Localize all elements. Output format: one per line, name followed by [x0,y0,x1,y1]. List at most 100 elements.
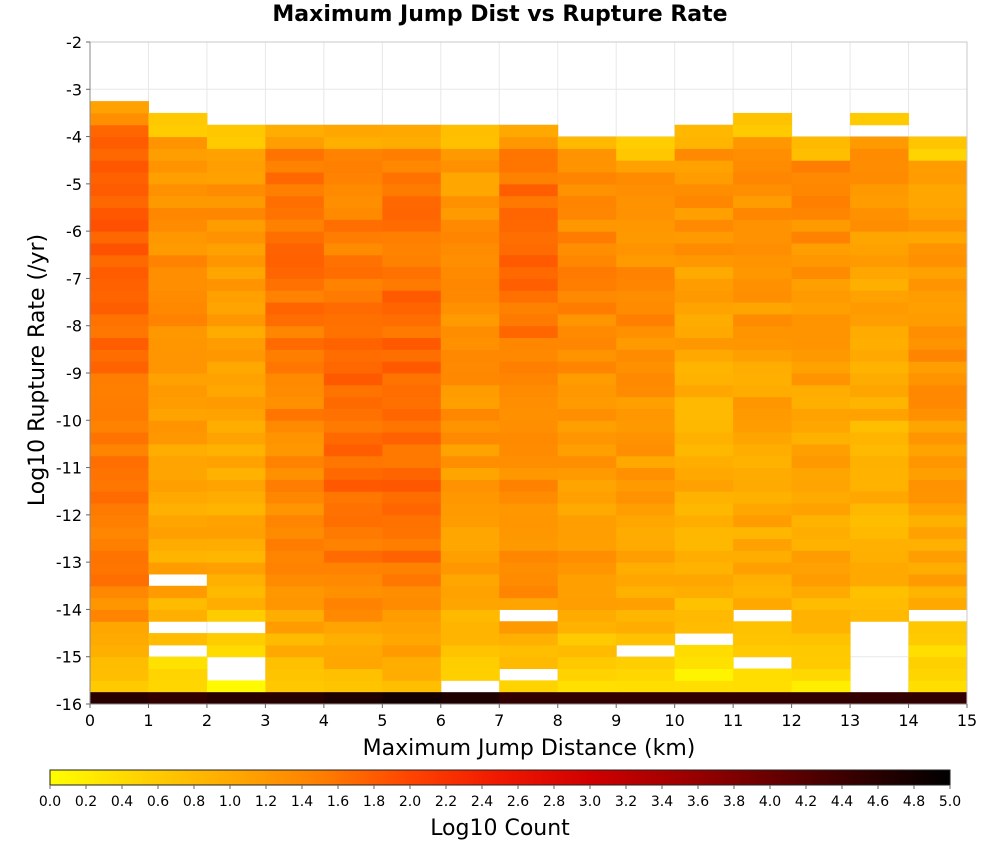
heatmap-cell [733,172,793,185]
heatmap-cell [265,242,325,256]
heatmap-cell [791,479,851,492]
heatmap-cell [440,183,500,197]
heatmap-cell [323,432,383,445]
heatmap-cell [90,112,149,126]
heatmap-cell [616,550,676,563]
heatmap-cell [791,550,851,563]
heatmap-cell [791,597,851,610]
heatmap-cell [908,538,968,551]
heatmap-cell [850,597,910,610]
colorbar-tick-label: 3.2 [615,794,637,810]
heatmap-cell [557,573,617,587]
heatmap-cell [148,633,208,646]
heatmap-cell [616,183,676,197]
heatmap-cell [148,325,208,339]
heatmap-cell [382,455,442,469]
x-axis-label: Maximum Jump Distance (km) [363,736,696,761]
heatmap-cell [557,680,617,693]
heatmap-cell [382,337,442,350]
heatmap-cell [265,183,325,197]
heatmap-cell [733,538,793,551]
heatmap-cell [382,491,442,504]
heatmap-cell [90,503,149,516]
heatmap-cell [323,644,383,658]
heatmap-cell [850,514,910,528]
heatmap-cell [323,562,383,575]
heatmap-cell [791,633,851,646]
heatmap-cell [616,503,676,516]
heatmap-cell [850,242,910,256]
heatmap-cell [616,242,676,256]
heatmap-cell [908,384,968,398]
colorbar-tick-label: 5.0 [939,794,961,810]
heatmap-cell [908,585,968,599]
colorbar-tick-label: 4.0 [759,794,781,810]
heatmap-cell [616,231,676,244]
heatmap-cell [90,420,149,433]
heatmap-cell [265,219,325,232]
heatmap-cell [148,254,208,268]
heatmap-cell [148,420,208,433]
heatmap-cell [323,160,383,173]
heatmap-cell [791,302,851,315]
y-tick-label: -11 [56,459,82,478]
x-tick-label: 7 [494,711,504,730]
heatmap-cell [674,503,734,516]
heatmap-cell [148,585,208,599]
chart-title: Maximum Jump Dist vs Rupture Rate [272,2,728,27]
heatmap-cell [323,219,383,232]
heatmap-cell [148,242,208,256]
heatmap-cell [674,656,734,670]
heatmap-cell [90,621,149,634]
heatmap-cell [323,467,383,480]
heatmap-cell [206,644,266,658]
heatmap-cell [908,183,968,197]
heatmap-cell [674,621,734,634]
x-tick-label: 6 [436,711,446,730]
heatmap-cell [674,384,734,398]
heatmap-cell [265,160,325,173]
heatmap-cell [382,290,442,303]
heatmap-cell [850,538,910,551]
heatmap-cell [440,266,500,279]
heatmap-cell [733,148,793,161]
heatmap-cell [206,349,266,362]
heatmap-cell [90,668,149,681]
heatmap-cell [908,160,968,173]
heatmap-cell [206,242,266,256]
heatmap-cell [206,136,266,149]
heatmap-cell [791,160,851,173]
heatmap-cell [557,633,617,646]
heatmap-cell [382,242,442,256]
heatmap-cell [557,160,617,173]
heatmap-cell [850,313,910,327]
heatmap-cell [440,195,500,208]
heatmap-cell [382,207,442,220]
heatmap-cell [382,609,442,622]
heatmap-cell [499,373,559,386]
heatmap-cell [791,526,851,539]
heatmap-cell [90,396,149,409]
heatmap-cell [323,621,383,634]
heatmap-cell [616,266,676,279]
heatmap-cell [616,443,676,457]
heatmap-cell [499,195,559,208]
heatmap-cell [791,420,851,433]
heatmap-cell [733,514,793,528]
heatmap-cell [616,160,676,173]
heatmap-cell [440,408,500,421]
heatmap-cell [323,172,383,185]
heatmap-cell [323,408,383,421]
heatmap-cell [733,349,793,362]
colorbar-tick-label: 0.0 [39,794,61,810]
heatmap-cell [733,160,793,173]
heatmap-cell [557,396,617,409]
y-tick-label: -3 [66,80,82,99]
heatmap-cell [733,313,793,327]
heatmap-cell [674,325,734,339]
heatmap-cell [850,136,910,149]
heatmap-cell [557,644,617,658]
heatmap-cell [791,195,851,208]
heatmap-cell [440,491,500,504]
